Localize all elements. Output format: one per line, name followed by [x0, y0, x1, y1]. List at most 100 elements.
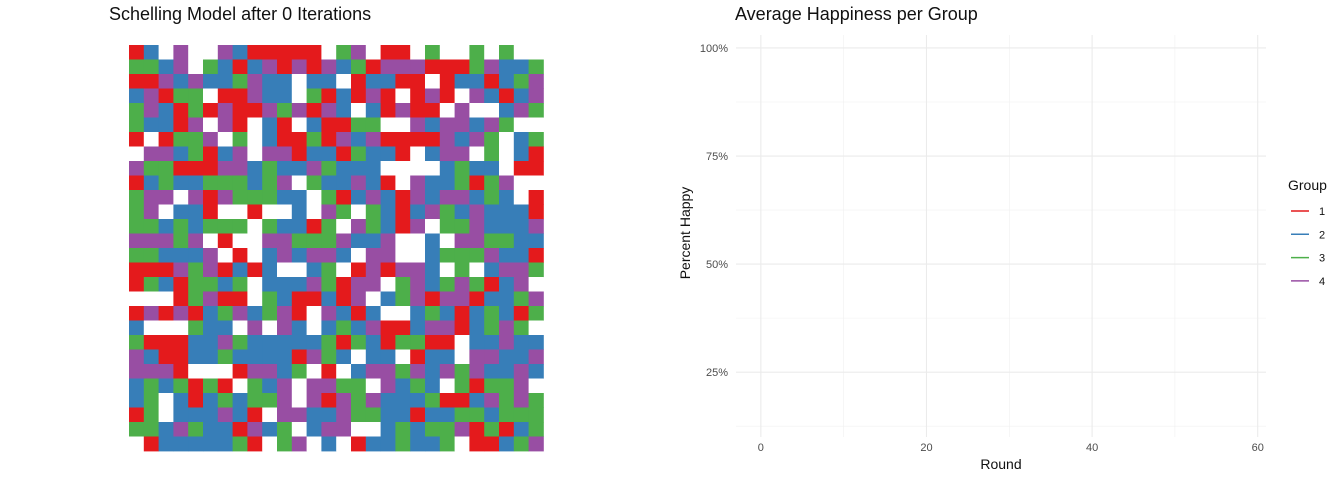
grid-cell [499, 190, 515, 205]
grid-cell [158, 45, 174, 60]
grid-cell [484, 146, 500, 162]
grid-cell [469, 262, 485, 278]
grid-cell [158, 320, 174, 336]
grid-cell [439, 117, 455, 133]
grid-cell [188, 45, 204, 60]
grid-cell [203, 204, 219, 220]
grid-cell [143, 74, 159, 89]
grid-cell [484, 262, 500, 278]
grid-cell [454, 204, 470, 220]
grid-cell [484, 74, 500, 89]
grid-cell [513, 146, 529, 162]
grid-cell [425, 88, 441, 104]
grid-cell [321, 103, 337, 118]
grid-cell [380, 248, 396, 263]
grid-cell [277, 103, 293, 118]
grid-cell [217, 320, 233, 336]
grid-cell [291, 103, 307, 118]
grid-cell [203, 161, 219, 176]
grid-cell [232, 175, 248, 191]
grid-cell [321, 422, 337, 437]
grid-cell [439, 393, 455, 408]
grid-cell [365, 117, 381, 133]
grid-cell [277, 74, 293, 89]
grid-cell [158, 378, 174, 394]
grid-cell [232, 103, 248, 118]
grid-cell [351, 306, 367, 321]
grid-cell [158, 132, 174, 147]
grid-cell [188, 277, 204, 292]
grid-cell [306, 407, 322, 423]
grid-cell [129, 219, 145, 234]
grid-cell [232, 88, 248, 104]
grid-cell [528, 393, 544, 408]
grid-cell [188, 262, 204, 278]
grid-cell [499, 219, 515, 234]
grid-cell [277, 291, 293, 307]
grid-cell [439, 45, 455, 60]
grid-cell [351, 320, 367, 336]
grid-cell [277, 161, 293, 176]
grid-cell [365, 88, 381, 104]
grid-cell [129, 393, 145, 408]
grid-cell [425, 393, 441, 408]
grid-cell [217, 378, 233, 394]
grid-cell [499, 88, 515, 104]
grid-cell [454, 378, 470, 394]
grid-cell [336, 248, 352, 263]
grid-cell [247, 204, 263, 220]
grid-cell [351, 219, 367, 234]
grid-cell [247, 277, 263, 292]
grid-cell [425, 132, 441, 147]
grid-cell [321, 117, 337, 133]
grid-cell [484, 219, 500, 234]
grid-cell [439, 436, 455, 452]
grid-cell [410, 393, 426, 408]
grid-cell [425, 204, 441, 220]
grid-cell [528, 306, 544, 321]
grid-cell [262, 88, 278, 104]
grid-cell [232, 364, 248, 379]
grid-cell [469, 407, 485, 423]
grid-cell [425, 59, 441, 75]
grid-cell [173, 103, 189, 118]
grid-cell [410, 320, 426, 336]
grid-cell [513, 175, 529, 191]
grid-cell [484, 59, 500, 75]
grid-cell [410, 436, 426, 452]
grid-cell [306, 349, 322, 365]
y-tick-label: 25% [706, 367, 728, 379]
grid-cell [439, 277, 455, 292]
grid-cell [291, 364, 307, 379]
grid-cell [262, 45, 278, 60]
grid-cell [143, 233, 159, 249]
grid-cell [217, 74, 233, 89]
grid-cell [425, 175, 441, 191]
grid-cell [513, 219, 529, 234]
grid-cell [158, 393, 174, 408]
grid-cell [291, 349, 307, 365]
grid-cell [351, 59, 367, 75]
grid-cell [380, 132, 396, 147]
grid-cell [469, 88, 485, 104]
grid-cell [365, 59, 381, 75]
grid-cell [262, 161, 278, 176]
grid-cell [439, 262, 455, 278]
grid-cell [232, 117, 248, 133]
grid-cell [513, 248, 529, 263]
grid-cell [158, 88, 174, 104]
legend-label: 2 [1319, 229, 1325, 241]
grid-cell [143, 349, 159, 365]
grid-cell [129, 59, 145, 75]
grid-cell [439, 190, 455, 205]
grid-cell [217, 277, 233, 292]
grid-cell [188, 132, 204, 147]
grid-cell [291, 74, 307, 89]
grid-cell [158, 262, 174, 278]
grid-cell [188, 233, 204, 249]
grid-cell [232, 59, 248, 75]
grid-cell [336, 190, 352, 205]
grid-cell [173, 422, 189, 437]
grid-cell [247, 262, 263, 278]
grid-cell [499, 262, 515, 278]
